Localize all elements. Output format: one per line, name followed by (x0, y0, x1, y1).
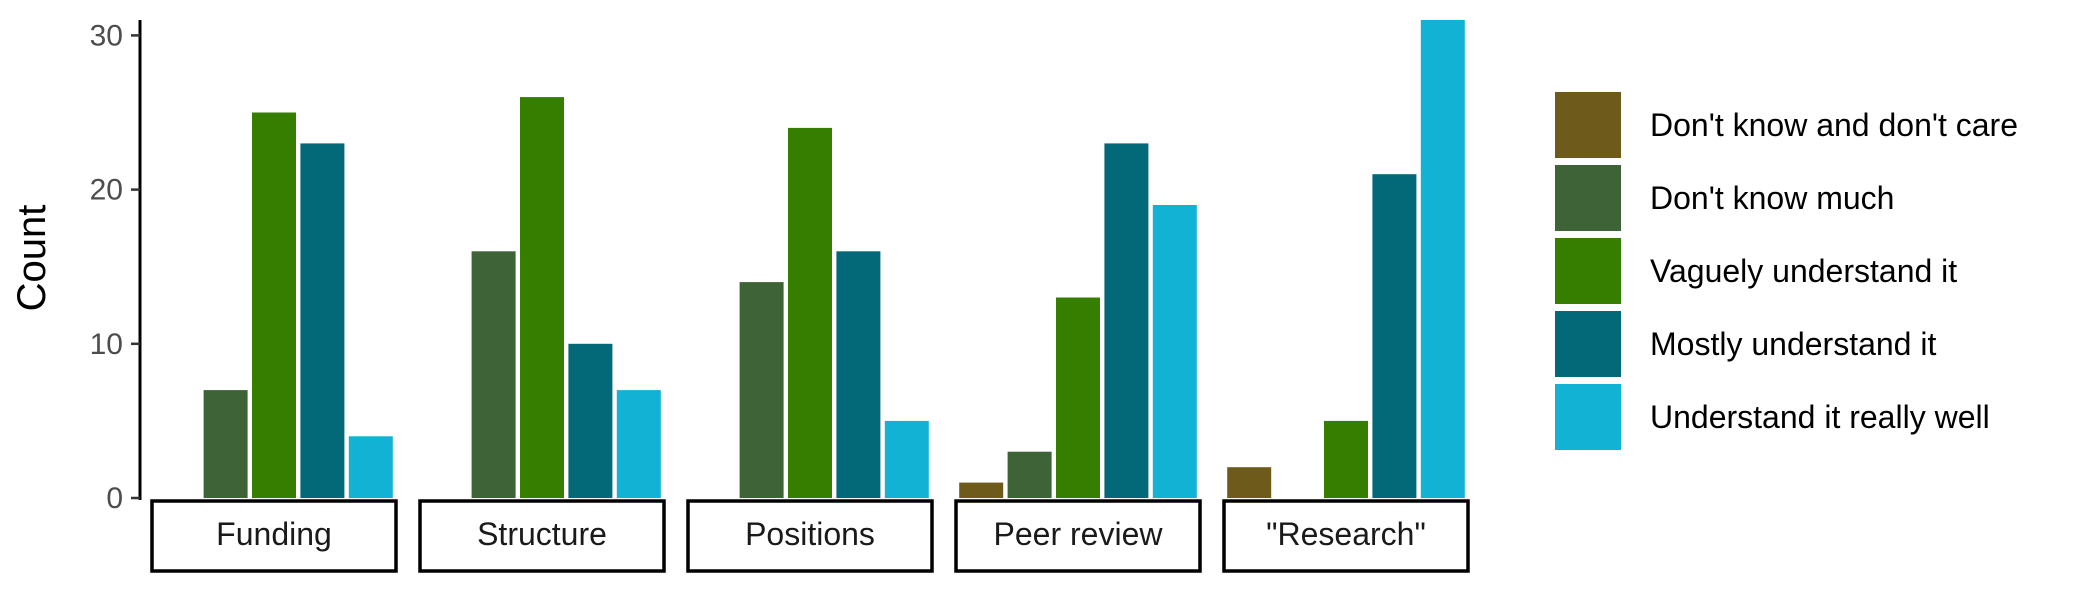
facet-label: "Research" (1266, 516, 1426, 552)
legend-key (1555, 311, 1621, 377)
bar (788, 127, 832, 499)
legend-label: Understand it really well (1650, 399, 1990, 435)
bar (203, 390, 248, 498)
facet-label: Structure (477, 516, 607, 552)
facet-strips: Funding Structure Positions Peer review "Res… (150, 499, 1470, 573)
facet-strip-box (686, 499, 934, 573)
bar (1324, 420, 1368, 498)
bar (300, 143, 345, 498)
y-tick-label: 10 (90, 328, 123, 361)
facet-strip-box (418, 499, 666, 573)
y-tick-label: 0 (106, 482, 123, 515)
facet-label: Funding (216, 516, 332, 552)
legend-label: Don't know and don't care (1650, 107, 2018, 143)
legend-label: Vaguely understand it (1650, 253, 1957, 289)
bar (959, 482, 1004, 498)
bar (1420, 20, 1465, 498)
legend-label: Don't know much (1650, 180, 1894, 216)
y-tick-label: 20 (90, 174, 123, 207)
bar (616, 390, 661, 498)
bar (1007, 451, 1052, 498)
facet-label: Positions (745, 516, 875, 552)
bar (520, 97, 564, 498)
bar (884, 420, 929, 498)
y-axis-title: Count (10, 205, 54, 312)
bar (739, 282, 784, 498)
facet-strip-box (954, 499, 1202, 573)
bar (1227, 467, 1272, 498)
y-axis: 0 10 20 30 (90, 19, 142, 515)
legend-key (1555, 165, 1621, 231)
legend-key (1555, 238, 1621, 304)
bar (1372, 174, 1417, 498)
bar (348, 436, 393, 498)
bar (568, 343, 613, 498)
y-tick-label: 30 (90, 19, 123, 52)
facet-label: Peer review (994, 516, 1164, 552)
bar (1056, 297, 1100, 498)
bar (252, 112, 296, 498)
facet-strip-box (1222, 499, 1470, 573)
legend-key (1555, 92, 1621, 158)
bar (471, 251, 516, 498)
legend-label: Mostly understand it (1650, 326, 1936, 362)
legend: Don't know and don't care Don't know much… (1555, 92, 2018, 450)
bars-layer (203, 20, 1465, 499)
facet-strip-box (150, 499, 398, 573)
legend-key (1555, 384, 1621, 450)
bar (1104, 143, 1149, 498)
bar (836, 251, 881, 498)
bar (1152, 205, 1197, 498)
